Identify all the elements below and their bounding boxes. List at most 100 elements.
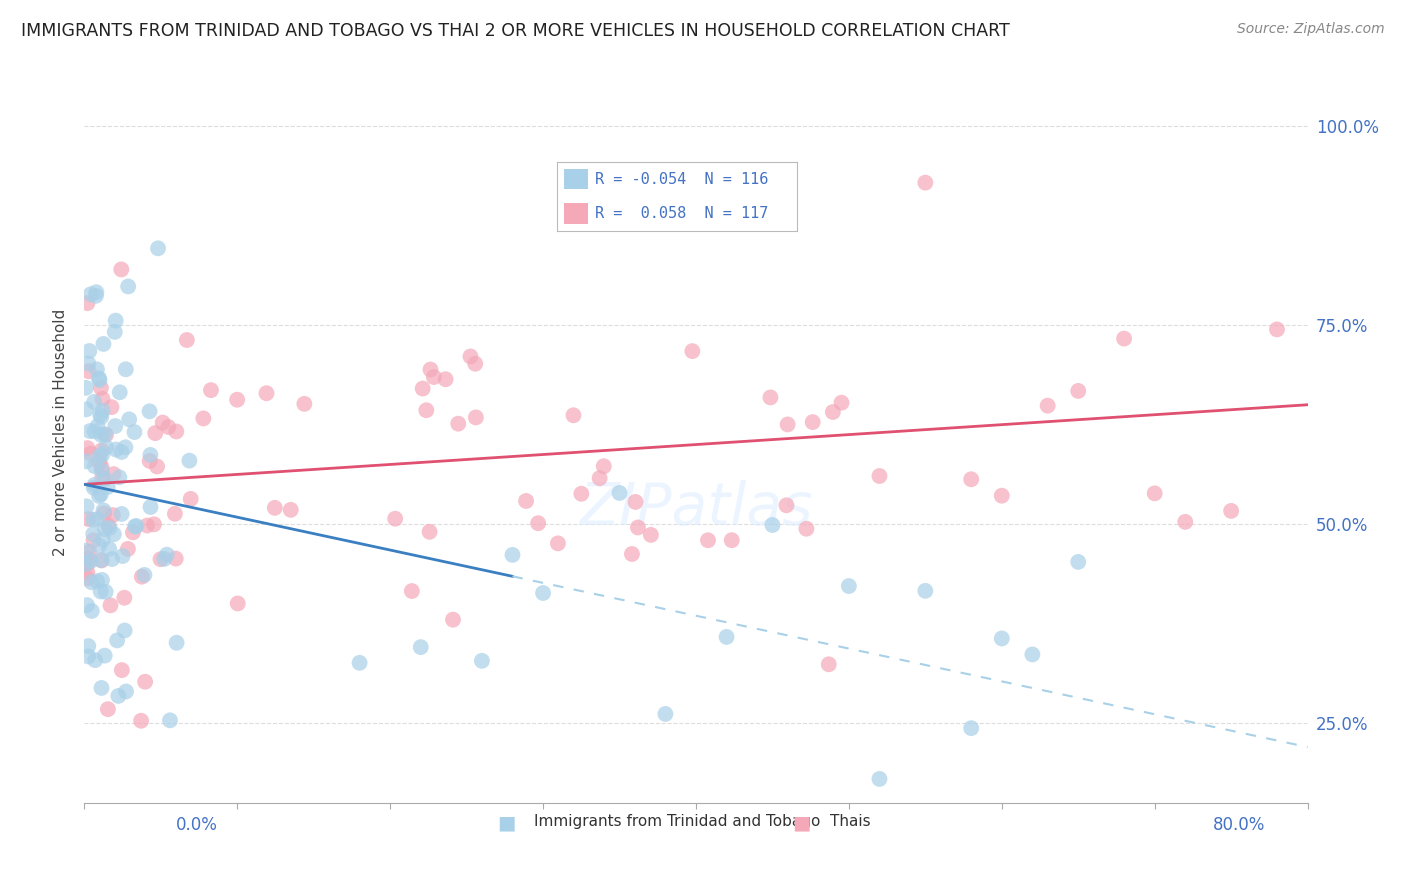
Point (94, 472, 117, 486)
Point (90, 409, 112, 424)
Point (349, 656, 371, 670)
Point (115, 684, 138, 698)
Point (624, 495, 647, 509)
Point (83, 478, 105, 492)
Point (86, 512, 108, 526)
Point (84, 653, 107, 667)
Point (1021, 648, 1043, 662)
Point (111, 663, 134, 677)
Point (681, 344, 703, 359)
Point (112, 591, 135, 605)
Point (118, 412, 141, 426)
Point (76, 500, 98, 514)
Point (114, 440, 136, 454)
Point (86, 362, 108, 376)
Point (163, 507, 186, 521)
Point (100, 400, 122, 414)
Point (80, 604, 103, 618)
Point (94, 427, 117, 442)
Y-axis label: 2 or more Vehicles in Household: 2 or more Vehicles in Household (53, 309, 69, 557)
Point (129, 714, 152, 728)
Point (93, 503, 115, 517)
Point (101, 552, 124, 566)
Point (101, 508, 124, 522)
Point (86, 419, 108, 434)
Point (89, 455, 111, 469)
Point (96, 441, 118, 455)
Point (104, 313, 127, 327)
Point (75, 402, 97, 417)
Point (122, 525, 145, 540)
Point (761, 518, 783, 533)
Point (111, 507, 134, 521)
Point (412, 382, 434, 396)
Point (149, 552, 172, 566)
Point (79, 424, 101, 438)
Point (592, 459, 614, 474)
Point (75, 543, 97, 558)
Point (76, 566, 98, 580)
Point (77, 649, 100, 664)
Point (90, 464, 112, 478)
Point (447, 417, 470, 431)
Point (100, 599, 122, 613)
Point (180, 491, 202, 506)
Point (138, 404, 160, 418)
Point (640, 528, 662, 542)
Point (79, 287, 101, 301)
Point (776, 417, 799, 432)
Point (89, 449, 111, 463)
Point (124, 519, 146, 533)
Point (434, 372, 457, 386)
Point (86, 574, 108, 589)
Point (1114, 332, 1136, 346)
Point (105, 633, 128, 648)
Point (110, 445, 132, 459)
Point (79, 343, 101, 358)
Point (415, 403, 437, 417)
Point (759, 391, 782, 405)
Point (527, 516, 550, 531)
Point (90, 381, 112, 395)
Point (464, 357, 486, 371)
Point (292, 397, 315, 411)
Point (401, 584, 423, 599)
Point (93, 337, 115, 351)
Point (1036, 399, 1059, 413)
Point (124, 425, 146, 439)
Point (103, 527, 125, 541)
Point (460, 350, 482, 364)
Point (620, 547, 643, 561)
Point (256, 386, 278, 401)
Point (165, 425, 187, 439)
Text: ZIPatlas: ZIPatlas (579, 480, 813, 537)
FancyBboxPatch shape (564, 169, 588, 189)
Point (89, 373, 111, 387)
Point (83, 395, 105, 409)
Point (471, 654, 494, 668)
Point (114, 624, 136, 638)
Point (720, 533, 742, 548)
Text: 0.0%: 0.0% (176, 816, 218, 834)
Point (90, 553, 112, 567)
Point (869, 772, 891, 786)
Point (423, 370, 446, 384)
Point (84, 289, 107, 303)
Point (1067, 555, 1090, 569)
Point (86, 285, 108, 300)
Point (91, 470, 114, 484)
Point (775, 498, 797, 512)
Point (82, 527, 104, 541)
Point (1265, 322, 1288, 336)
Point (91, 573, 114, 587)
Point (441, 613, 464, 627)
Point (960, 721, 983, 735)
Point (409, 640, 432, 654)
Point (93, 522, 115, 536)
Point (93, 506, 115, 520)
Point (176, 333, 198, 347)
Point (94, 427, 117, 442)
Text: ■: ■ (792, 814, 811, 832)
Text: Source: ZipAtlas.com: Source: ZipAtlas.com (1237, 22, 1385, 37)
Point (569, 487, 592, 501)
